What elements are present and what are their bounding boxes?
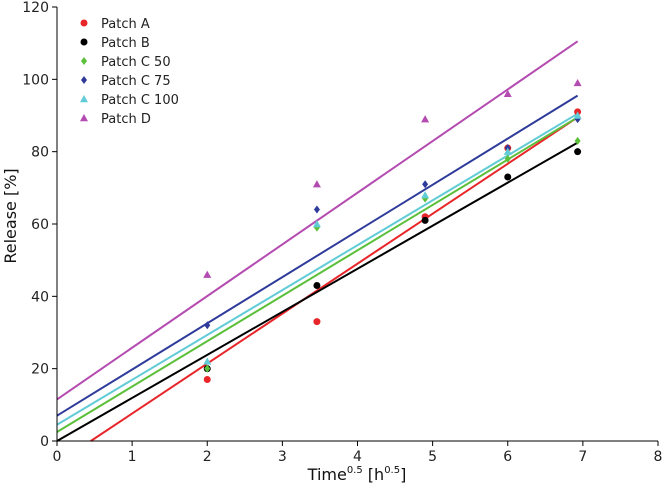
legend-marker-patch-c-75 <box>81 76 87 84</box>
y-tick-label: 60 <box>31 217 49 233</box>
fit-line-patch-c-50 <box>56 116 579 433</box>
point-patch-c-75 <box>204 321 211 330</box>
point-patch-b <box>504 173 512 181</box>
x-axis-label-unit-close: ] <box>400 465 406 484</box>
legend-label-patch-a: Patch A <box>101 17 150 32</box>
legend: Patch A Patch B Patch C 50 Patch C 75 Patch … <box>80 17 179 127</box>
fit-line-patch-a <box>90 116 579 442</box>
legend-label-patch-b: Patch B <box>101 36 150 51</box>
fit-line-patch-c-75 <box>56 94 579 417</box>
y-tick-label: 80 <box>31 145 49 161</box>
x-tick-label: 6 <box>503 449 512 465</box>
point-patch-b <box>421 216 429 224</box>
x-axis-label-unit-open: [h <box>363 465 384 484</box>
point-patch-d <box>312 180 321 188</box>
point-patch-d <box>503 89 512 97</box>
y-tick-label: 100 <box>22 72 49 88</box>
legend-marker-patch-b <box>80 38 88 46</box>
x-tick-label: 4 <box>353 449 362 465</box>
x-axis-label-sup: 0.5 <box>347 465 363 476</box>
y-tick-label: 0 <box>40 434 49 450</box>
point-patch-b <box>574 148 582 156</box>
axes <box>56 7 658 442</box>
y-tick-label: 20 <box>31 362 49 378</box>
data-points <box>203 78 582 384</box>
x-tick-label: 3 <box>278 449 287 465</box>
y-tick-label: 40 <box>31 289 49 305</box>
x-tick-label: 0 <box>53 449 62 465</box>
legend-marker-patch-d <box>80 114 88 122</box>
point-patch-a <box>203 376 211 384</box>
legend-marker-patch-c-100 <box>80 95 88 103</box>
point-patch-c-100 <box>203 357 212 365</box>
point-patch-d <box>573 78 582 87</box>
fit-line-patch-c-100 <box>56 112 579 426</box>
point-patch-c-100 <box>421 191 430 199</box>
fit-line-patch-d <box>56 40 579 401</box>
legend-label-patch-d: Patch D <box>101 112 151 127</box>
x-axis-label-unit-sup: 0.5 <box>384 465 400 476</box>
point-patch-d <box>421 115 430 123</box>
legend-label-patch-c-75: Patch C 75 <box>101 74 171 89</box>
x-tick-label: 2 <box>203 449 212 465</box>
legend-marker-patch-c-50 <box>81 57 87 65</box>
legend-label-patch-c-100: Patch C 100 <box>101 93 179 108</box>
point-patch-c-50 <box>204 364 211 373</box>
point-patch-c-100 <box>573 111 582 119</box>
fit-line-patch-b <box>56 141 579 442</box>
point-patch-c-50 <box>574 136 581 145</box>
x-tick-label: 8 <box>654 449 663 465</box>
fit-lines <box>56 40 579 442</box>
point-patch-c-50 <box>504 154 511 163</box>
point-patch-c-100 <box>312 220 321 228</box>
x-tick-label: 7 <box>578 449 587 465</box>
x-axis-label: Time0.5 [h0.5] <box>307 465 407 484</box>
x-tick-label: 5 <box>428 449 437 465</box>
point-patch-c-100 <box>503 147 512 155</box>
point-patch-c-75 <box>422 180 429 189</box>
point-patch-b <box>313 281 321 289</box>
point-patch-d <box>203 270 212 278</box>
y-tick-label: 120 <box>22 0 49 16</box>
point-patch-c-75 <box>313 205 320 214</box>
legend-marker-patch-a <box>80 19 88 27</box>
legend-label-patch-c-50: Patch C 50 <box>101 55 171 70</box>
x-tick-label: 1 <box>128 449 137 465</box>
point-patch-a <box>313 318 321 326</box>
x-axis-label-main: Time <box>307 465 347 484</box>
y-axis-label: Release [%] <box>1 168 20 263</box>
